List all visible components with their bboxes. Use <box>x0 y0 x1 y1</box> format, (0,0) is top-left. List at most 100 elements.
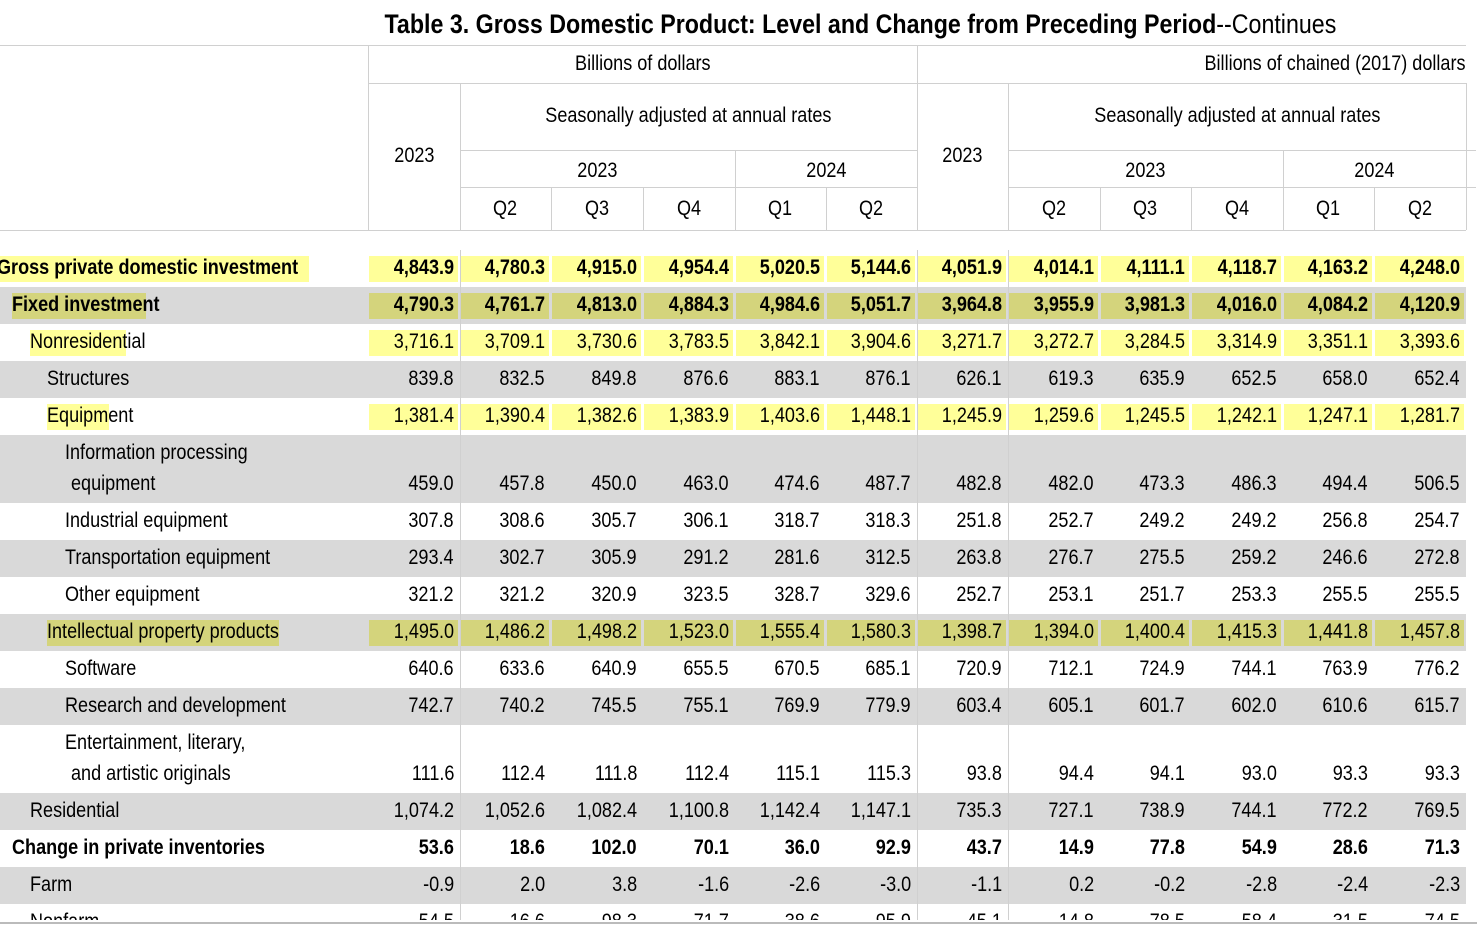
text: Billions of dollars <box>574 52 711 75</box>
value-cell: 291.2 <box>644 546 729 572</box>
value-cell: 92.9 <box>827 836 911 862</box>
annual-year: 2023 <box>368 144 460 168</box>
text: Q4 <box>676 197 702 220</box>
value-cell: 652.4 <box>1375 367 1460 393</box>
text: 1,403.6 <box>759 404 820 427</box>
value-cell: 4,014.1 <box>1009 256 1098 282</box>
text: equipment <box>71 472 156 495</box>
text: 71.7 <box>694 910 729 920</box>
value-cell: 473.3 <box>1101 472 1185 498</box>
text: 3,272.7 <box>1033 330 1094 353</box>
text: 78.5 <box>1150 910 1185 920</box>
value-cell: 54.9 <box>1192 836 1277 862</box>
value-cell: 610.6 <box>1284 694 1368 720</box>
value-cell: 742.7 <box>369 694 454 720</box>
text: 1,580.3 <box>850 620 911 643</box>
text: -0.2 <box>1153 873 1185 896</box>
value-cell: 74.5 <box>1375 910 1460 920</box>
value-cell: 619.3 <box>1009 367 1094 393</box>
text: 318.7 <box>774 509 820 532</box>
text: 619.3 <box>1048 367 1094 390</box>
value-cell: 685.1 <box>827 657 911 683</box>
text: 4,016.0 <box>1216 293 1277 316</box>
value-cell: 3,271.7 <box>918 330 1006 356</box>
text: 58.4 <box>1242 910 1277 920</box>
text: Farm <box>30 873 73 896</box>
text: Q3 <box>1133 197 1158 220</box>
text: 1,100.8 <box>668 799 729 822</box>
text: 1,281.7 <box>1399 404 1460 427</box>
text: 635.9 <box>1139 367 1185 390</box>
value-cell: 53.6 <box>369 836 454 862</box>
row-label: Gross private domestic investment <box>0 256 310 282</box>
value-cell: 3,393.6 <box>1375 330 1464 356</box>
value-cell: 3,783.5 <box>644 330 733 356</box>
text: 45.1 <box>967 910 1002 920</box>
value-cell: 272.8 <box>1375 546 1460 572</box>
text: 1,074.2 <box>393 799 454 822</box>
text: 742.7 <box>408 694 454 717</box>
value-cell: 255.5 <box>1375 583 1460 609</box>
value-cell: 115.3 <box>827 762 911 788</box>
text: 4,843.9 <box>393 256 454 279</box>
value-cell: 94.4 <box>1009 762 1094 788</box>
text: 4,118.7 <box>1217 256 1277 279</box>
value-cell: 1,082.4 <box>552 799 637 825</box>
value-cell: 712.1 <box>1009 657 1094 683</box>
value-cell: -2.3 <box>1375 873 1460 899</box>
text: Residential <box>30 799 120 822</box>
text: Q2 <box>859 197 884 220</box>
value-cell: 494.4 <box>1284 472 1368 498</box>
unit-header: Billions of chained (2017) dollars <box>917 52 1466 76</box>
value-cell: 779.9 <box>827 694 911 720</box>
text: 3,271.7 <box>941 330 1002 353</box>
row-label: Residential <box>30 799 134 823</box>
unit-header: Billions of dollars <box>368 52 917 76</box>
rule <box>1008 725 1009 793</box>
value-cell: 876.6 <box>644 367 729 393</box>
row-label: Intellectual property products <box>47 620 279 646</box>
value-cell: 755.1 <box>644 694 729 720</box>
text: 16.6 <box>510 910 545 920</box>
row-label: Information processing <box>65 441 277 465</box>
rule <box>917 867 918 904</box>
rule <box>460 287 461 324</box>
rule <box>460 150 917 151</box>
row-shade <box>0 793 1466 830</box>
quarter-header: Q1 <box>1283 197 1374 221</box>
value-cell: 28.6 <box>1284 836 1368 862</box>
text: Fixed investment <box>12 293 160 316</box>
text: Q2 <box>493 197 518 220</box>
rule <box>1008 150 1476 151</box>
text: 2024 <box>805 159 847 182</box>
rule <box>1008 540 1009 577</box>
text: 98.3 <box>602 910 637 920</box>
value-cell: 1,383.9 <box>644 404 733 430</box>
value-cell: 1,381.4 <box>369 404 458 430</box>
rule <box>1008 287 1009 324</box>
value-cell: 58.4 <box>1192 910 1277 920</box>
text: 246.6 <box>1322 546 1368 569</box>
text: 276.7 <box>1048 546 1094 569</box>
text: Information processing <box>65 441 248 464</box>
text: 4,915.0 <box>576 256 637 279</box>
text: 3,730.6 <box>576 330 637 353</box>
value-cell: 1,390.4 <box>461 404 549 430</box>
rule <box>826 187 827 230</box>
text: 93.3 <box>1332 762 1368 785</box>
seasonal-header: Seasonally adjusted at annual rates <box>460 104 917 128</box>
value-cell: 1,245.9 <box>918 404 1006 430</box>
text: 305.9 <box>591 546 637 569</box>
text: 474.6 <box>774 472 820 495</box>
text: 306.1 <box>683 509 729 532</box>
value-cell: 18.6 <box>461 836 545 862</box>
value-cell: 769.5 <box>1375 799 1460 825</box>
row-label: and artistic originals <box>71 762 257 786</box>
value-cell: 102.0 <box>552 836 637 862</box>
text: 779.9 <box>865 694 911 717</box>
value-cell: 14.9 <box>1009 836 1094 862</box>
text: Billions of chained (2017) dollars <box>1204 52 1466 75</box>
value-cell: 93.0 <box>1192 762 1277 788</box>
value-cell: 883.1 <box>736 367 820 393</box>
text: 3,393.6 <box>1399 330 1460 353</box>
